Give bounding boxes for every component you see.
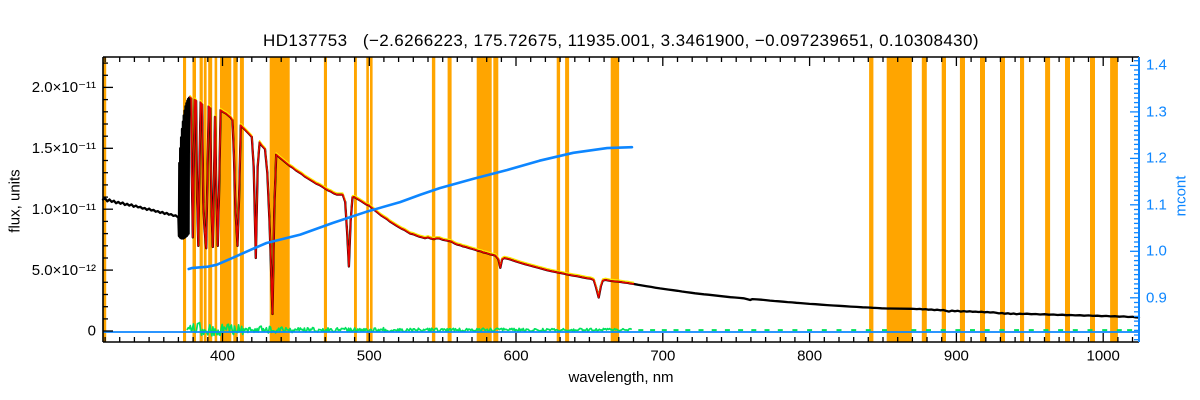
x-tick-label: 800 [797, 347, 823, 365]
right-y-axis-label: mcont [1172, 175, 1190, 217]
masked-band [431, 57, 436, 342]
masked-band [354, 57, 357, 342]
masked-band [941, 57, 946, 342]
masked-band [556, 57, 561, 342]
model-continuum-curve [189, 94, 635, 314]
masked-band [1090, 57, 1095, 342]
right-y-tick-label: 1.0 [1146, 242, 1167, 260]
right-y-tick-label: 1.4 [1146, 56, 1167, 74]
masked-band [239, 57, 244, 342]
x-tick-label: 500 [356, 347, 382, 365]
left-y-tick-label: 5.0×10⁻¹² [31, 262, 96, 280]
model-fit-curve [189, 96, 635, 315]
masked-band [565, 57, 570, 342]
residual-curve [186, 321, 1133, 337]
x-tick-label: 600 [503, 347, 529, 365]
x-axis-label: wavelength, nm [568, 369, 674, 386]
masked-band [476, 57, 492, 342]
plot-title: HD137753 (−2.6266223, 175.72675, 11935.0… [263, 31, 979, 50]
right-y-tick-label: 1.1 [1146, 196, 1167, 214]
masked-band [886, 57, 912, 342]
left-y-axis-label: flux, units [6, 169, 24, 233]
masked-band [493, 57, 499, 342]
masked-band [269, 57, 290, 342]
masked-band [370, 57, 373, 342]
masked-band [869, 57, 874, 342]
masked-band [366, 57, 369, 342]
left-y-tick-label: 0 [87, 322, 96, 340]
mcont-curve-and-zero-line [103, 145, 1139, 333]
masked-band [1000, 57, 1005, 342]
masked-band [921, 57, 927, 342]
masked-band [199, 57, 203, 342]
masked-band [220, 57, 232, 342]
left-y-tick-label: 2.0×10⁻¹¹ [31, 79, 96, 97]
masked-band [1065, 57, 1070, 342]
masked-wavelength-bands [103, 57, 1118, 342]
masked-band [1110, 57, 1118, 342]
right-y-tick-label: 1.3 [1146, 103, 1167, 121]
masked-band [610, 57, 620, 342]
x-tick-label: 400 [209, 347, 235, 365]
x-tick-label: 900 [943, 347, 969, 365]
masked-band [323, 57, 327, 342]
right-y-tick-label: 0.9 [1146, 289, 1167, 307]
masked-band [208, 57, 213, 342]
masked-band [980, 57, 985, 342]
left-y-tick-label: 1.0×10⁻¹¹ [31, 201, 96, 219]
x-tick-label: 700 [650, 347, 676, 365]
masked-band [203, 57, 207, 342]
masked-band [959, 57, 965, 342]
masked-band [1045, 57, 1051, 342]
x-tick-label: 1000 [1086, 347, 1120, 365]
left-y-tick-label: 1.5×10⁻¹¹ [31, 140, 96, 158]
right-y-tick-label: 1.2 [1146, 149, 1167, 167]
masked-band [1020, 57, 1025, 342]
masked-band [447, 57, 452, 342]
plot-frame-and-ticks [102, 56, 1140, 343]
